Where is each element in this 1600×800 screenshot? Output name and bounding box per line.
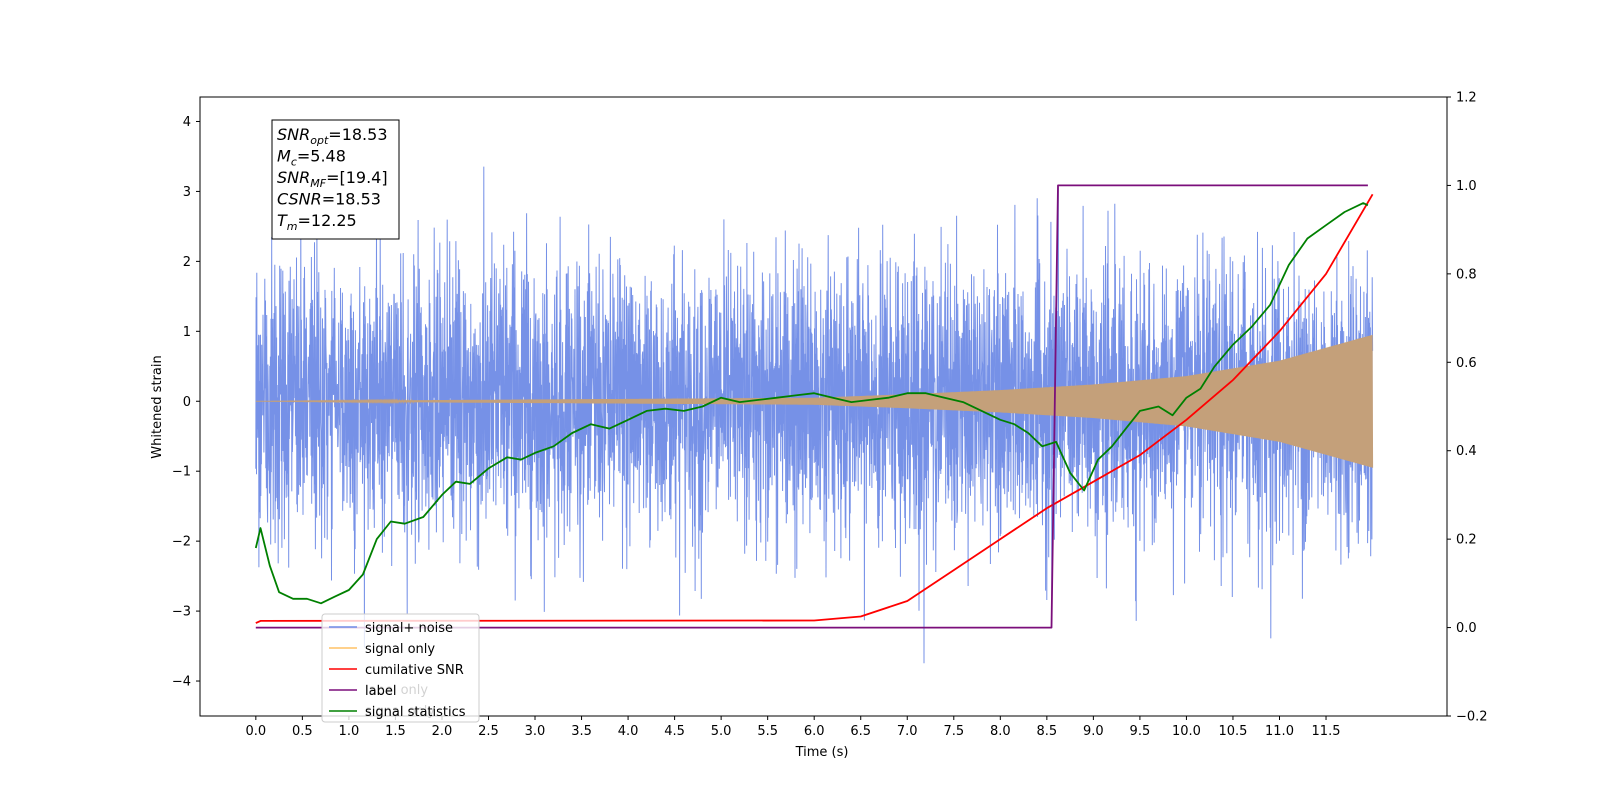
legend-entry-label: signal statistics <box>365 705 466 720</box>
x-axis-title: Time (s) <box>795 745 849 760</box>
y-axis-title: Whitened strain <box>150 355 165 458</box>
x-tick-label: 5.0 <box>711 724 732 739</box>
x-tick-label: 8.5 <box>1036 724 1057 739</box>
x-tick-label: 10.5 <box>1218 724 1247 739</box>
y-left-tick-label: 4 <box>183 115 191 130</box>
y-left-tick-label: 2 <box>183 255 191 270</box>
x-tick-label: 2.5 <box>478 724 499 739</box>
legend-hidden-label: signal only <box>365 704 435 719</box>
y-right-tick-label: 0.4 <box>1456 444 1477 459</box>
legend-frame <box>321 613 480 723</box>
y-right-tick-label: 1.0 <box>1456 179 1477 194</box>
legend-entry-label: signal only <box>365 642 435 657</box>
x-tick-label: 1.5 <box>385 724 406 739</box>
y-left-tick-label: −1 <box>172 465 191 480</box>
x-tick-label: 7.0 <box>897 724 918 739</box>
y-axis-left: −4 −3 −2 −1 0 1 2 3 4 <box>172 115 200 690</box>
series-signal-only-line <box>255 334 1374 468</box>
legend-entry-label: cumilative SNR <box>365 663 464 678</box>
y-right-tick-label: 0.6 <box>1456 356 1477 371</box>
x-tick-label: 10.0 <box>1172 724 1201 739</box>
x-tick-label: 8.0 <box>990 724 1011 739</box>
series-signal-statistics-line <box>254 202 1369 605</box>
legend-hidden-label: label only <box>365 683 428 698</box>
legend-entry-label: label <box>365 684 396 699</box>
x-tick-label: 0.0 <box>245 724 266 739</box>
x-tick-label: 2.0 <box>432 724 453 739</box>
y-left-tick-label: −2 <box>172 535 191 550</box>
y-left-tick-label: −3 <box>172 605 191 620</box>
y-right-tick-label: 1.2 <box>1456 91 1477 106</box>
plot-series-layer <box>254 166 1374 664</box>
x-tick-label: 11.0 <box>1265 724 1294 739</box>
y-axis-right: −0.2 0.0 0.2 0.4 0.6 0.8 1.0 1.2 <box>1447 91 1488 725</box>
legend: label only signal only signal+ noise signal… <box>321 613 480 723</box>
x-tick-label: 3.0 <box>525 724 546 739</box>
y-right-tick-label: 0.0 <box>1456 621 1477 636</box>
annotation-line: CSNR=18.53 <box>277 190 381 209</box>
annotation-line: SNRMF=[19.4] <box>277 168 388 190</box>
annotation-line: Mc=5.48 <box>277 147 346 169</box>
y-left-tick-label: −4 <box>172 675 191 690</box>
plot-frame <box>199 96 1448 717</box>
annotation-line: Tm=12.25 <box>277 211 357 233</box>
y-left-tick-label: 3 <box>183 185 191 200</box>
x-tick-label: 5.5 <box>757 724 778 739</box>
annotation-line: SNRopt=18.53 <box>277 125 388 147</box>
x-tick-label: 9.0 <box>1083 724 1104 739</box>
y-right-tick-label: 0.8 <box>1456 267 1477 282</box>
x-tick-label: 4.5 <box>664 724 685 739</box>
x-tick-label: 11.5 <box>1312 724 1341 739</box>
x-tick-label: 6.5 <box>850 724 871 739</box>
x-tick-label: 3.5 <box>571 724 592 739</box>
y-right-tick-label: 0.2 <box>1456 533 1477 548</box>
x-tick-label: 0.5 <box>292 724 313 739</box>
x-axis: 0.0 0.5 1.0 1.5 2.0 2.5 3.0 3.5 4.0 4.5 5.0 5.5 6.0 6… <box>245 716 1340 739</box>
y-left-tick-label: 1 <box>183 325 191 340</box>
x-tick-label: 1.0 <box>339 724 360 739</box>
series-cumilative-snr-line <box>255 193 1374 624</box>
series-label-line <box>255 184 1368 629</box>
legend-entry-label: signal+ noise <box>365 621 453 636</box>
x-tick-label: 9.5 <box>1130 724 1151 739</box>
y-right-tick-label: −0.2 <box>1456 710 1488 725</box>
x-tick-label: 7.5 <box>943 724 964 739</box>
parameter-annotation-box: SNRopt=18.53Mc=5.48SNRMF=[19.4]CSNR=18.5… <box>271 119 400 240</box>
x-tick-label: 4.0 <box>618 724 639 739</box>
y-left-tick-label: 0 <box>183 395 191 410</box>
x-tick-label: 6.0 <box>804 724 825 739</box>
